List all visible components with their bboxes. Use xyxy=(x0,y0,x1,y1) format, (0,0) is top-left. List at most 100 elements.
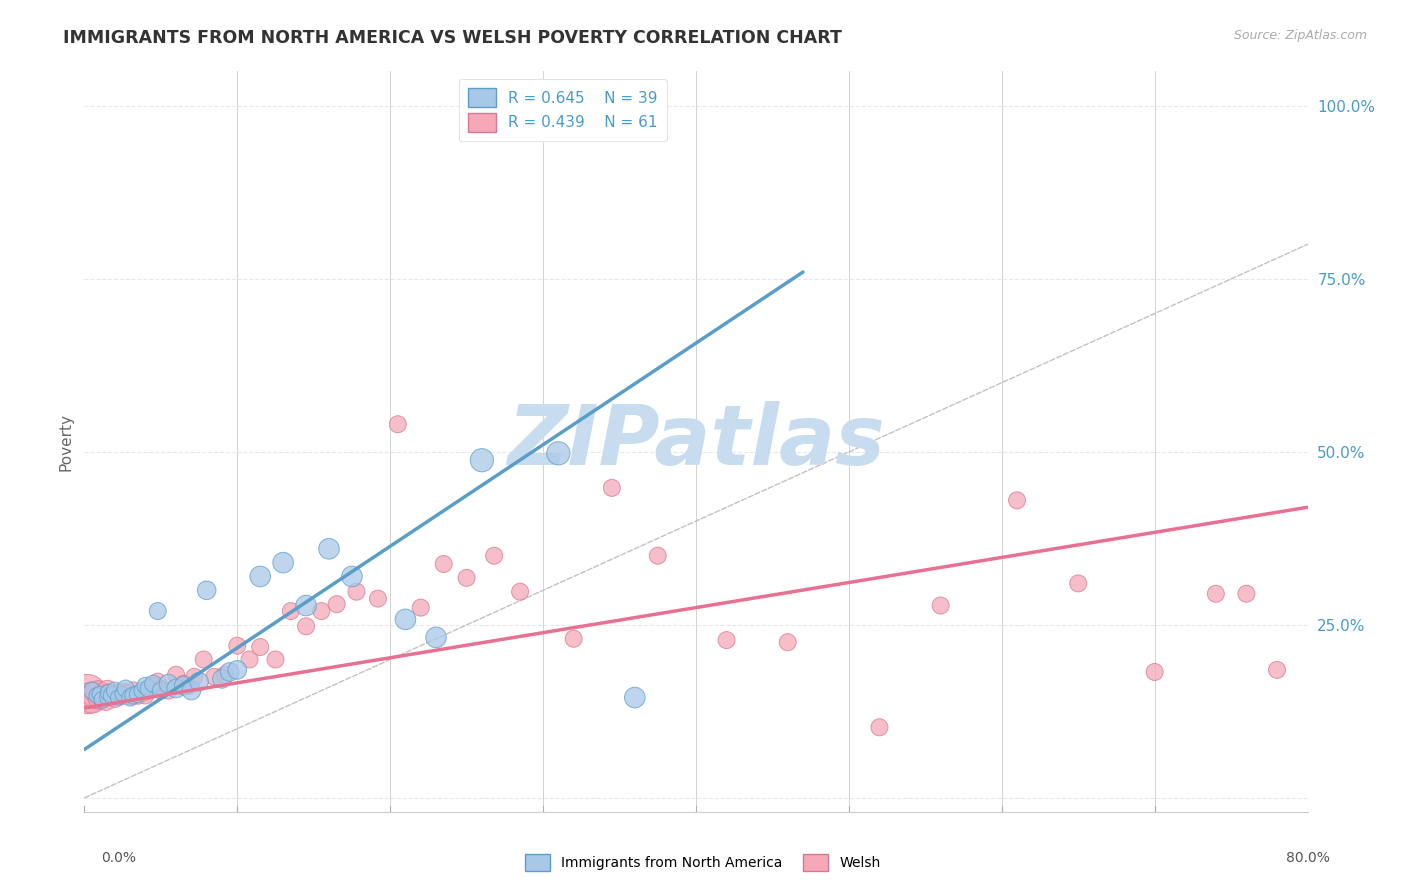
Point xyxy=(104,683,127,698)
Text: Source: ZipAtlas.com: Source: ZipAtlas.com xyxy=(1233,29,1367,43)
Point xyxy=(127,689,149,703)
Point xyxy=(101,689,124,703)
Point xyxy=(776,635,799,649)
Point xyxy=(135,679,157,693)
Point xyxy=(716,633,738,648)
Point xyxy=(97,687,120,701)
Point xyxy=(318,541,340,556)
Point xyxy=(1143,665,1166,679)
Point xyxy=(149,683,172,698)
Point xyxy=(80,683,103,698)
Point xyxy=(238,652,260,666)
Point xyxy=(647,549,669,563)
Point xyxy=(138,681,160,696)
Point xyxy=(86,689,108,703)
Point xyxy=(295,599,318,613)
Point xyxy=(325,597,347,611)
Point xyxy=(425,631,447,645)
Point xyxy=(120,689,142,703)
Point xyxy=(195,583,218,598)
Point xyxy=(280,604,302,618)
Point xyxy=(193,652,215,666)
Point xyxy=(202,670,225,684)
Point xyxy=(1067,576,1090,591)
Point xyxy=(89,687,111,701)
Point xyxy=(249,640,271,654)
Point xyxy=(226,663,249,677)
Point xyxy=(188,674,211,689)
Point xyxy=(387,417,409,432)
Point xyxy=(146,674,169,689)
Point xyxy=(111,687,134,701)
Point xyxy=(127,687,149,701)
Point xyxy=(173,676,195,690)
Point xyxy=(295,619,318,633)
Point xyxy=(340,569,363,583)
Point xyxy=(131,686,153,700)
Point xyxy=(138,683,160,698)
Point xyxy=(177,679,200,693)
Point xyxy=(211,672,233,686)
Point xyxy=(110,689,132,703)
Point xyxy=(218,665,240,679)
Point xyxy=(869,720,891,734)
Point xyxy=(96,683,118,698)
Point xyxy=(142,676,165,690)
Point xyxy=(107,687,129,701)
Point xyxy=(394,612,416,626)
Point xyxy=(226,639,249,653)
Point xyxy=(183,670,205,684)
Point xyxy=(114,681,136,696)
Text: ZIPatlas: ZIPatlas xyxy=(508,401,884,482)
Point xyxy=(94,692,117,706)
Point xyxy=(165,681,187,696)
Point xyxy=(456,571,478,585)
Point xyxy=(346,584,368,599)
Point xyxy=(471,453,494,467)
Point xyxy=(249,569,271,583)
Point xyxy=(1205,587,1227,601)
Point xyxy=(264,652,287,666)
Point xyxy=(91,689,114,703)
Point xyxy=(122,689,145,703)
Point xyxy=(91,692,114,706)
Y-axis label: Poverty: Poverty xyxy=(58,412,73,471)
Point xyxy=(624,690,647,705)
Point xyxy=(157,683,180,698)
Point xyxy=(120,690,142,705)
Point xyxy=(271,556,294,570)
Point xyxy=(142,679,165,693)
Legend: Immigrants from North America, Welsh: Immigrants from North America, Welsh xyxy=(520,848,886,876)
Point xyxy=(600,481,623,495)
Point xyxy=(131,683,153,698)
Point xyxy=(76,687,98,701)
Point xyxy=(80,690,103,705)
Point xyxy=(1265,663,1288,677)
Point xyxy=(97,686,120,700)
Point xyxy=(929,599,952,613)
Point xyxy=(104,690,127,705)
Point xyxy=(409,600,432,615)
Point xyxy=(562,632,585,646)
Point xyxy=(173,679,195,693)
Point xyxy=(149,681,172,696)
Point xyxy=(180,683,202,698)
Text: IMMIGRANTS FROM NORTH AMERICA VS WELSH POVERTY CORRELATION CHART: IMMIGRANTS FROM NORTH AMERICA VS WELSH P… xyxy=(63,29,842,47)
Point xyxy=(89,690,111,705)
Point xyxy=(547,446,569,460)
Point xyxy=(509,584,531,599)
Point xyxy=(1005,493,1028,508)
Legend: R = 0.645    N = 39, R = 0.439    N = 61: R = 0.645 N = 39, R = 0.439 N = 61 xyxy=(458,79,666,141)
Point xyxy=(433,557,456,571)
Point xyxy=(157,676,180,690)
Point xyxy=(165,667,187,681)
Point xyxy=(146,604,169,618)
Point xyxy=(96,690,118,705)
Point xyxy=(1236,587,1258,601)
Point xyxy=(482,549,505,563)
Point xyxy=(107,690,129,705)
Point xyxy=(311,604,333,618)
Point xyxy=(367,591,389,606)
Point xyxy=(101,689,124,703)
Text: 80.0%: 80.0% xyxy=(1286,851,1330,865)
